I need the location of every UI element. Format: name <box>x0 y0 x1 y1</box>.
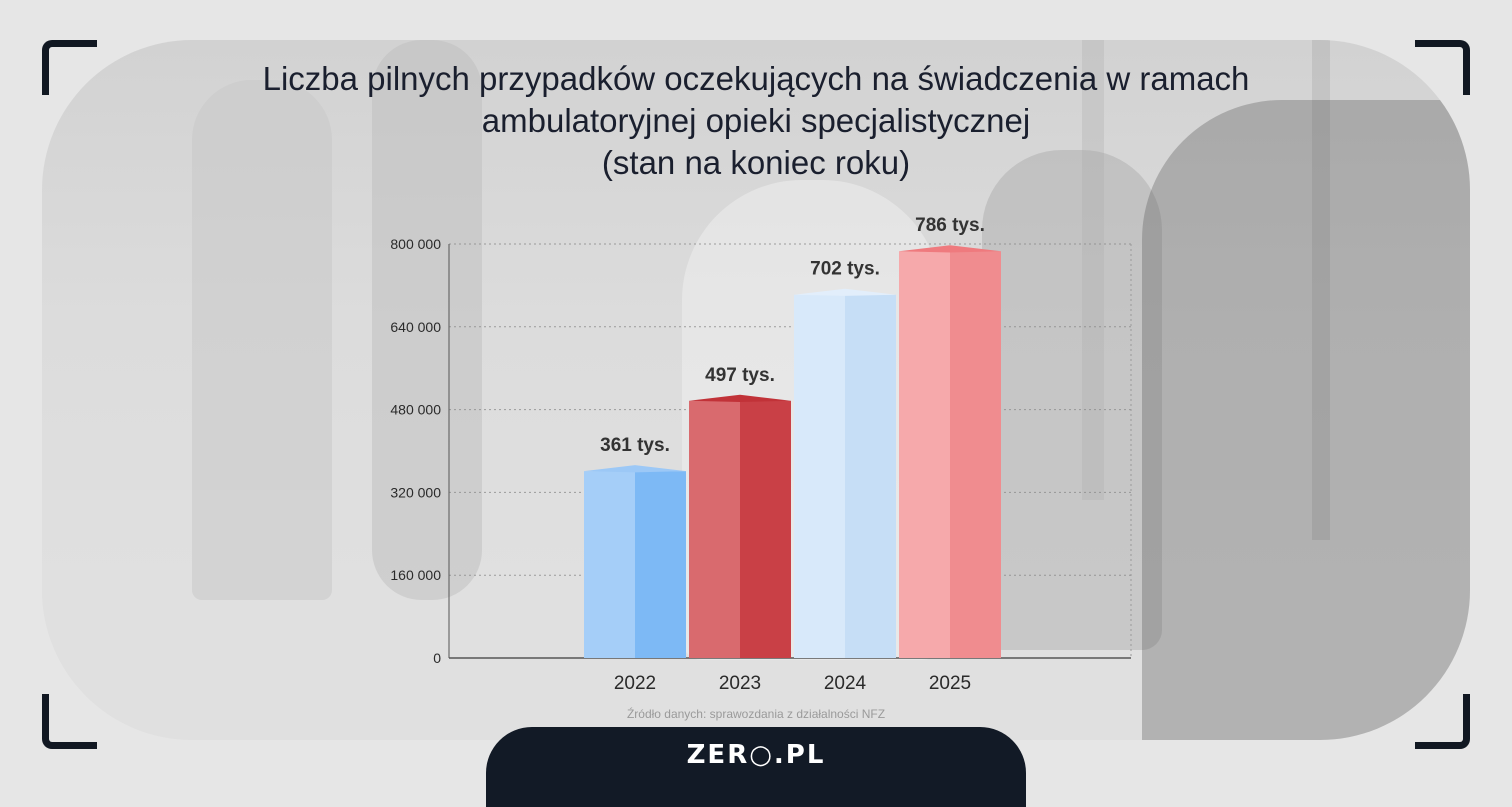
bar-2024-left-face <box>794 294 845 658</box>
y-tick-label: 640 000 <box>390 319 441 335</box>
brand-logo: ZER○.PL <box>686 740 826 770</box>
x-tick-label: 2023 <box>719 673 761 694</box>
bar-2022-top <box>584 465 686 473</box>
window-frame-right <box>1312 40 1330 540</box>
bar-2024 <box>845 294 896 658</box>
corner-bracket-bottom-left <box>42 694 97 749</box>
y-tick-label: 320 000 <box>390 484 441 500</box>
chart-title: Liczba pilnych przypadków oczekujących n… <box>200 58 1312 184</box>
x-tick-label: 2022 <box>614 673 656 694</box>
chart-title-line-3: (stan na koniec roku) <box>601 144 911 181</box>
bar-2023 <box>740 400 791 658</box>
data-label: 702 tys. <box>810 259 880 280</box>
y-tick-label: 160 000 <box>390 567 441 583</box>
x-tick-label: 2025 <box>929 673 971 694</box>
bar-2025-left-face <box>899 251 950 658</box>
source-note: Źródło danych: sprawozdania z działalnoś… <box>626 707 886 721</box>
bar-chart: 0 160 000 320 000 480 000 640 000 800 000 361 … <box>390 215 1132 694</box>
data-label: 361 tys. <box>600 435 670 456</box>
person-silhouette-left <box>192 80 332 600</box>
bar-2022 <box>635 471 686 658</box>
x-tick-label: 2024 <box>824 673 867 694</box>
y-tick-label: 800 000 <box>390 236 441 252</box>
y-tick-label: 480 000 <box>390 402 441 418</box>
bar-2023-left-face <box>689 400 740 658</box>
y-tick-label: 0 <box>433 650 441 666</box>
data-label: 497 tys. <box>705 365 775 386</box>
chart-title-line-2: ambulatoryjnej opieki specjalistycznej <box>481 102 1031 139</box>
child-silhouette <box>982 150 1162 650</box>
logo-tab: ZER○.PL <box>486 727 1026 807</box>
data-label: 786 tys. <box>915 215 985 236</box>
chart-title-line-1: Liczba pilnych przypadków oczekujących n… <box>262 60 1250 97</box>
bar-2025 <box>950 251 1001 658</box>
adult-silhouette <box>1142 100 1470 740</box>
bar-2023-top <box>689 394 791 403</box>
corner-bracket-top-right <box>1415 40 1470 95</box>
corner-bracket-bottom-right <box>1415 694 1470 749</box>
bar-2024-top <box>794 288 896 296</box>
window-frame <box>1082 40 1104 500</box>
bar-2022-left-face <box>584 471 635 658</box>
corner-bracket-top-left <box>42 40 97 95</box>
bar-2025-top <box>899 245 1001 253</box>
person-silhouette-walking <box>372 40 482 600</box>
